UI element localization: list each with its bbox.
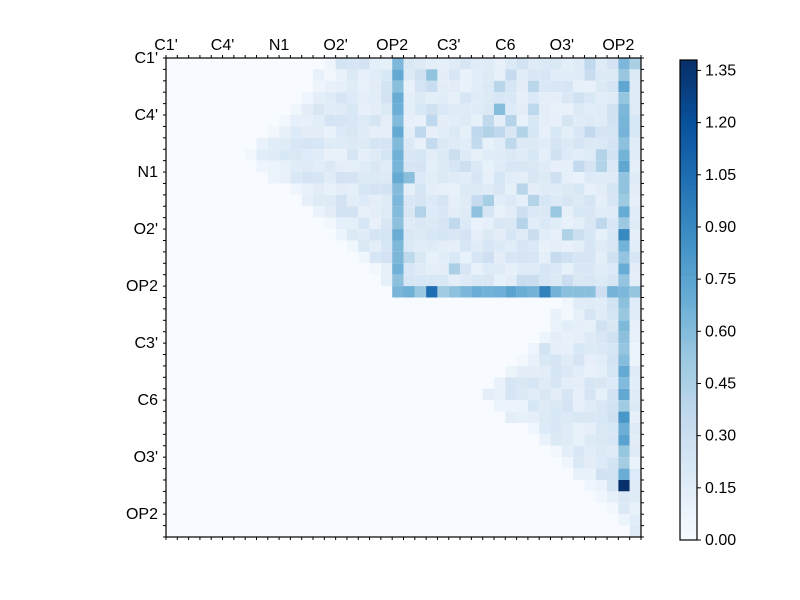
svg-text:OP2: OP2: [376, 37, 408, 54]
svg-text:N1: N1: [138, 164, 159, 181]
svg-text:1.35: 1.35: [705, 62, 736, 79]
svg-text:N1: N1: [269, 37, 290, 54]
svg-text:1.20: 1.20: [705, 115, 736, 132]
svg-text:C6: C6: [495, 37, 516, 54]
svg-text:0.15: 0.15: [705, 480, 736, 497]
svg-text:O3': O3': [550, 37, 574, 54]
svg-text:C4': C4': [134, 107, 158, 124]
svg-text:C6: C6: [138, 392, 159, 409]
svg-text:0.30: 0.30: [705, 428, 736, 445]
svg-text:C3': C3': [134, 335, 158, 352]
svg-text:C4': C4': [211, 37, 235, 54]
svg-text:0.75: 0.75: [705, 271, 736, 288]
svg-text:1.05: 1.05: [705, 167, 736, 184]
svg-text:O3': O3': [134, 449, 158, 466]
svg-text:0.90: 0.90: [705, 219, 736, 236]
svg-text:C3': C3': [437, 37, 461, 54]
svg-text:O2': O2': [134, 221, 158, 238]
svg-text:0.60: 0.60: [705, 323, 736, 340]
svg-text:OP2: OP2: [126, 506, 158, 523]
svg-text:0.00: 0.00: [705, 532, 736, 549]
svg-text:0.45: 0.45: [705, 375, 736, 392]
svg-text:OP2: OP2: [126, 278, 158, 295]
svg-text:OP2: OP2: [602, 37, 634, 54]
svg-text:O2': O2': [323, 37, 347, 54]
svg-text:C1': C1': [134, 50, 158, 67]
